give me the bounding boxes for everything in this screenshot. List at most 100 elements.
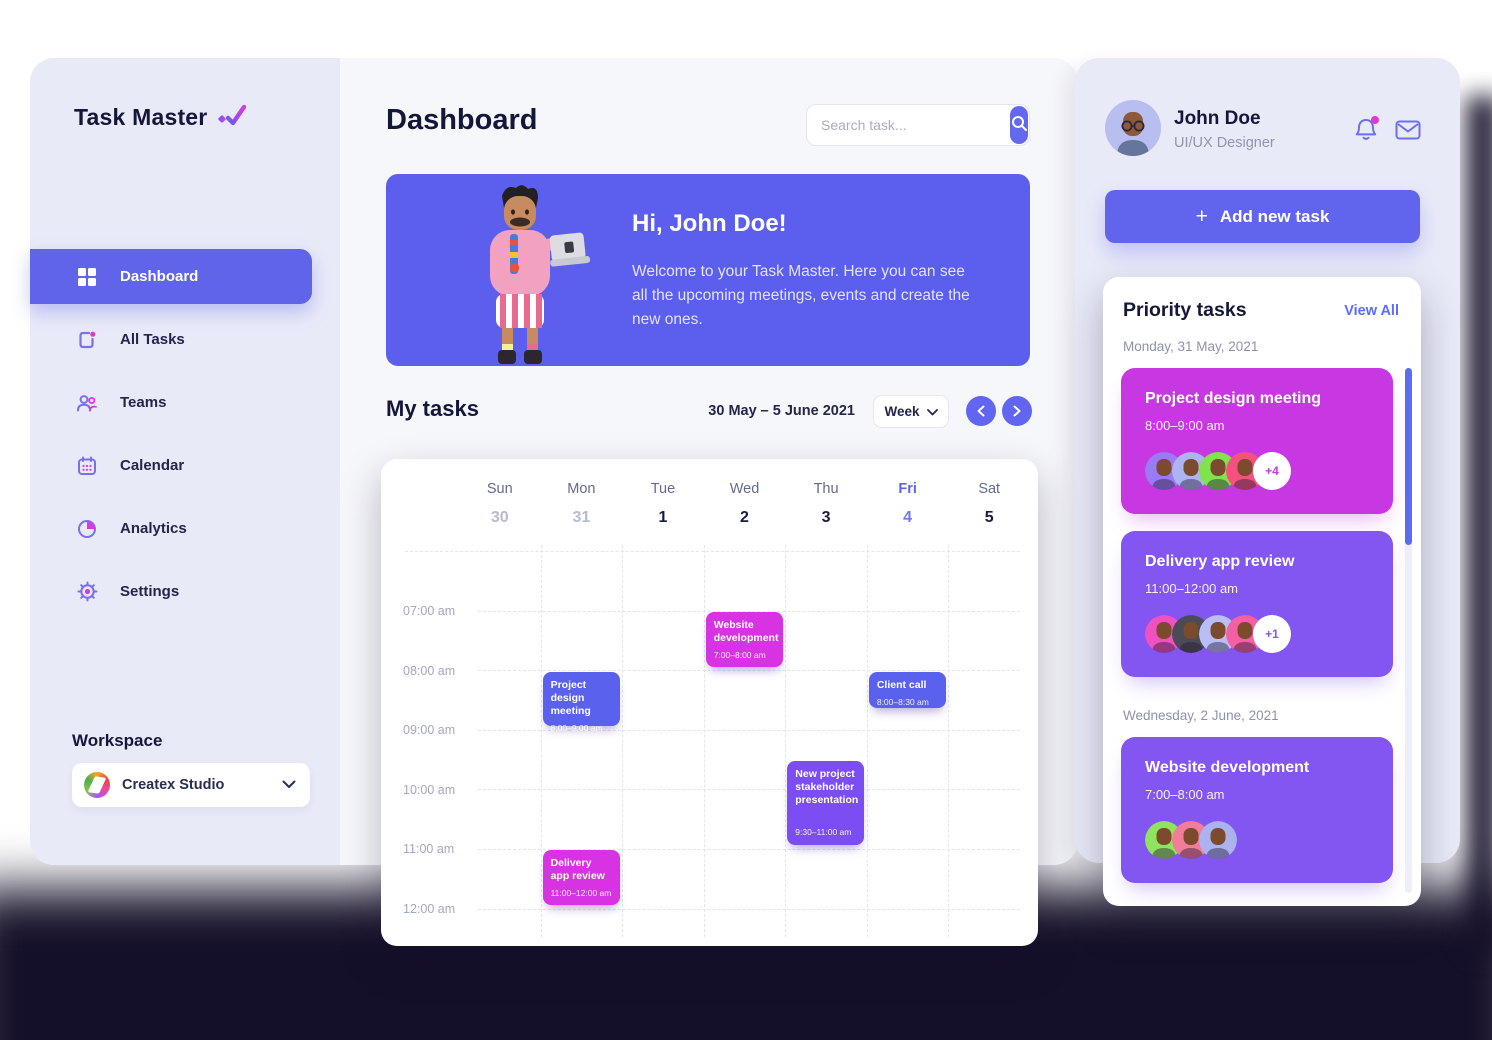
- grid-vline: [540, 545, 542, 937]
- view-mode-label: Week: [884, 404, 920, 419]
- next-week-button[interactable]: [1002, 396, 1032, 426]
- sidebar-item-dashboard[interactable]: Dashboard: [30, 249, 312, 304]
- sidebar-item-all-tasks[interactable]: All Tasks: [30, 312, 340, 367]
- prev-week-button[interactable]: [966, 396, 996, 426]
- day-header-tue: Tue: [650, 481, 676, 497]
- sidebar-item-label: Analytics: [120, 520, 187, 537]
- grid-vline: [622, 545, 624, 937]
- day-header-wed: Wed: [729, 481, 760, 497]
- avatar: [1199, 615, 1237, 653]
- workspace-select[interactable]: Createx Studio: [72, 763, 310, 807]
- sidebar-item-calendar[interactable]: Calendar: [30, 438, 340, 493]
- app-logo-text: Task Master: [74, 104, 208, 130]
- day-header-sun: Sun: [486, 481, 513, 497]
- avatar: [1145, 615, 1183, 653]
- avatar[interactable]: [1105, 100, 1161, 156]
- grid-vline: [948, 545, 950, 937]
- banner-greeting: Hi, John Doe!: [632, 210, 787, 237]
- week-calendar: Sun 30 Mon 31 Tue 1 Wed 2 Thu 3 Fri 4 Sat 5 07:00 am 08…: [381, 459, 1038, 946]
- tasks-icon: [76, 329, 98, 351]
- grid-hline: [478, 729, 1020, 731]
- bell-icon: [1354, 117, 1378, 146]
- sidebar-item-analytics[interactable]: Analytics: [30, 501, 340, 556]
- grid-hline: [478, 789, 1020, 791]
- priority-task-card[interactable]: Website development 7:00–8:00 am: [1121, 737, 1393, 883]
- sidebar-item-teams[interactable]: Teams: [30, 375, 340, 430]
- time-label: 12:00 am: [403, 902, 456, 916]
- scrollbar-thumb[interactable]: [1405, 368, 1412, 545]
- grid-vline: [866, 545, 868, 937]
- avatar-overflow-badge: +1: [1253, 615, 1291, 653]
- event-time: 8:00–8:30 am: [876, 696, 929, 707]
- sidebar: Task Master Dashboard All Tasks Teams Calen…: [30, 58, 340, 865]
- calendar-icon: [76, 455, 98, 477]
- day-header-fri: Fri: [898, 481, 917, 497]
- backdrop-shadow-right: [1466, 96, 1492, 952]
- search-icon: [1011, 115, 1028, 135]
- grid-vline: [785, 545, 787, 937]
- event-time: 8:00–9:00 am: [550, 722, 603, 733]
- grid-hline: [478, 849, 1020, 850]
- task-card-title: Project design meeting: [1145, 390, 1322, 407]
- time-label: 09:00 am: [403, 723, 456, 738]
- sidebar-item-label: All Tasks: [120, 331, 185, 348]
- calendar-event[interactable]: Delivery app review 11:00–12:00 am: [542, 850, 620, 905]
- add-new-task-button[interactable]: + Add new task: [1105, 190, 1420, 243]
- day-date-fri: 4: [903, 509, 913, 526]
- logo-check-icon: [217, 103, 247, 132]
- day-date-mon: 31: [572, 509, 591, 526]
- event-time: 9:30–11:00 am: [795, 827, 852, 838]
- settings-icon: [76, 581, 98, 603]
- priority-tasks-card: Priority tasks View All Monday, 31 May, …: [1103, 277, 1421, 906]
- mascot-illustration: [446, 182, 596, 366]
- time-label: 10:00 am: [403, 782, 456, 797]
- notifications-button[interactable]: [1351, 116, 1381, 146]
- app-logo: Task Master: [74, 103, 247, 132]
- grid-hline: [478, 908, 1020, 910]
- add-task-label: Add new task: [1219, 206, 1330, 226]
- welcome-banner: Hi, John Doe! Welcome to your Task Maste…: [386, 174, 1030, 366]
- time-label: 11:00 am: [403, 842, 455, 857]
- teams-icon: [76, 392, 98, 414]
- task-card-time: 7:00–8:00 am: [1145, 787, 1225, 802]
- calendar-event[interactable]: Client call 8:00–8:30 am: [868, 671, 946, 708]
- search-box: [806, 104, 1030, 146]
- date-range: 30 May – 5 June 2021: [708, 403, 855, 419]
- search-input[interactable]: [807, 117, 1010, 133]
- task-card-title: Website development: [1145, 759, 1310, 776]
- day-date-thu: 3: [821, 509, 831, 526]
- priority-tasks-title: Priority tasks: [1123, 299, 1247, 321]
- scrollbar-track[interactable]: [1405, 368, 1412, 893]
- avatar: [1199, 821, 1237, 859]
- search-button[interactable]: [1010, 106, 1028, 144]
- time-label: 08:00 am: [403, 663, 456, 678]
- sidebar-menu: Dashboard All Tasks Teams Calendar Analytics…: [30, 249, 340, 627]
- calendar-event[interactable]: New project stakeholder presentation 9:30…: [787, 761, 865, 846]
- grid-hline: [478, 610, 1020, 612]
- avatar: [1172, 821, 1210, 859]
- priority-task-card[interactable]: Project design meeting 8:00–9:00 am +4: [1121, 368, 1393, 514]
- grid-vline: [703, 545, 705, 937]
- avatar: [1145, 821, 1183, 859]
- day-date-sat: 5: [984, 509, 994, 526]
- messages-button[interactable]: [1393, 116, 1423, 146]
- sidebar-item-settings[interactable]: Settings: [30, 564, 340, 619]
- calendar-event[interactable]: Project design meeting 8:00–9:00 am: [542, 671, 620, 733]
- sidebar-item-label: Dashboard: [120, 268, 199, 285]
- task-card-title: Delivery app review: [1145, 553, 1295, 570]
- page-title: Dashboard: [386, 104, 538, 136]
- profile-name: John Doe: [1174, 108, 1261, 129]
- view-all-link[interactable]: View All: [1344, 303, 1399, 319]
- event-time: 11:00–12:00 am: [550, 888, 612, 899]
- priority-task-card[interactable]: Delivery app review 11:00–12:00 am +1: [1121, 531, 1393, 677]
- workspace-label: Workspace: [72, 731, 163, 750]
- time-label: 07:00 am: [403, 604, 456, 618]
- event-title: Client call: [876, 678, 927, 691]
- day-header-thu: Thu: [813, 481, 839, 497]
- day-header-mon: Mon: [567, 481, 596, 497]
- day-date-tue: 1: [658, 509, 668, 526]
- calendar-event[interactable]: Website development 7:00–8:00 am: [705, 612, 783, 667]
- analytics-icon: [76, 518, 98, 540]
- view-mode-dropdown[interactable]: Week: [873, 395, 949, 428]
- day-date-wed: 2: [740, 509, 749, 526]
